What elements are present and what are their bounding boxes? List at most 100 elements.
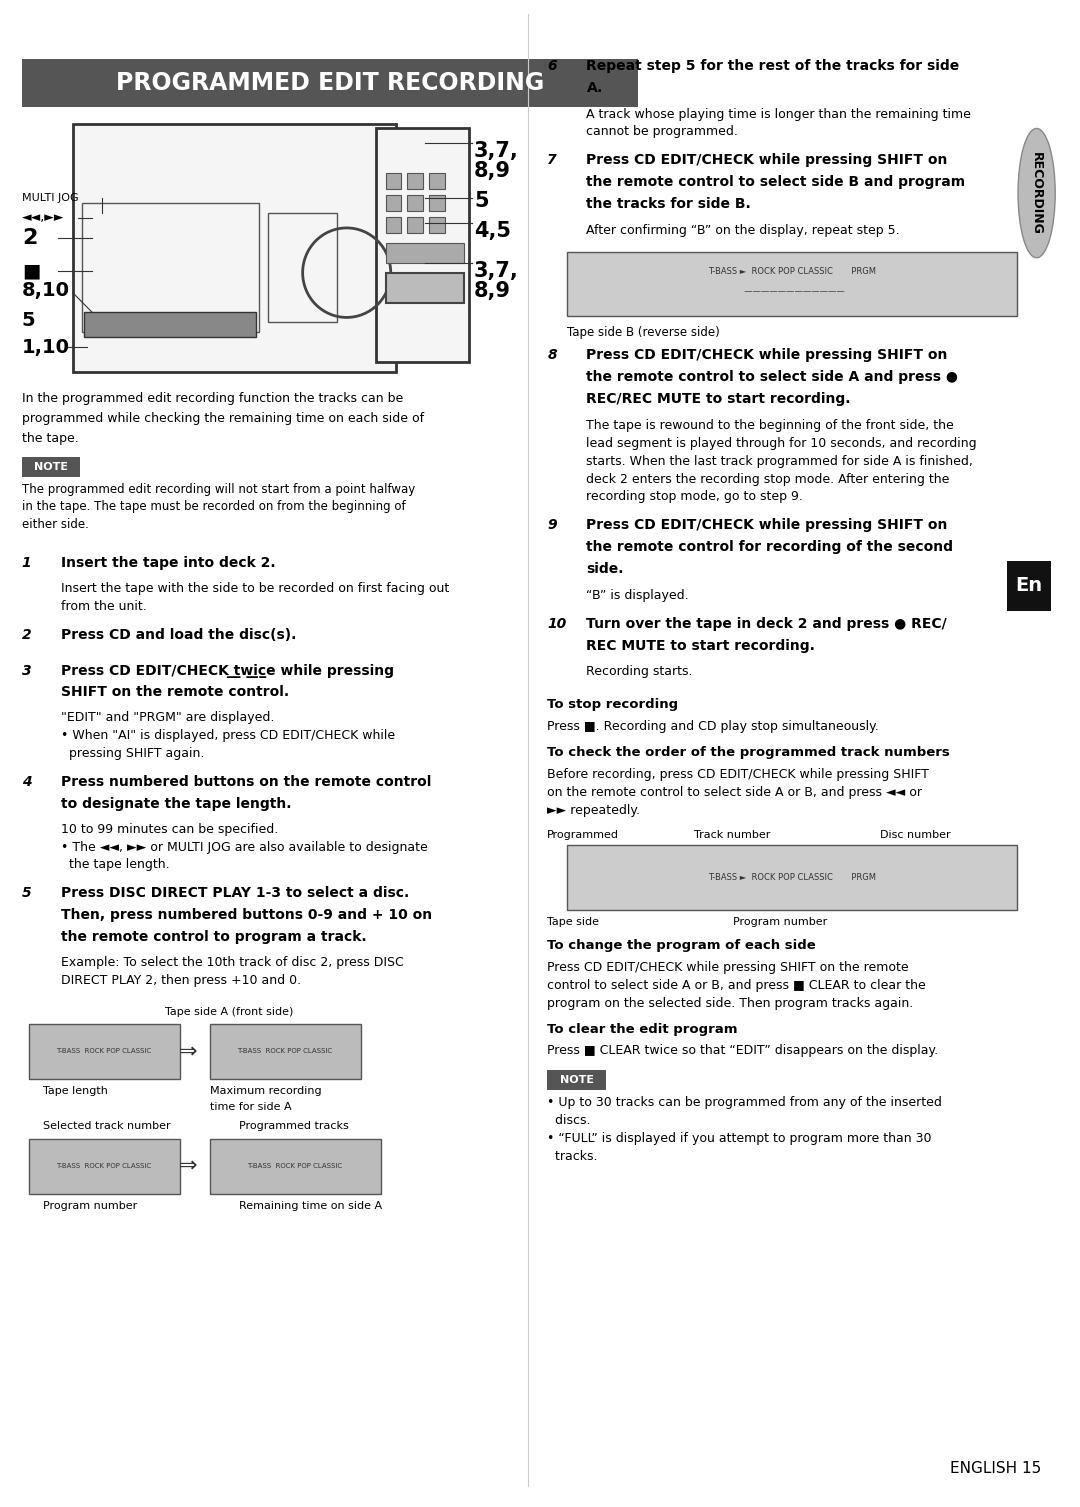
- Text: Tape side B (reverse side): Tape side B (reverse side): [567, 327, 719, 339]
- Text: 10 to 99 minutes can be specified.: 10 to 99 minutes can be specified.: [60, 823, 279, 835]
- Text: Program number: Program number: [43, 1201, 137, 1210]
- Bar: [386, 217, 402, 234]
- Text: ⇒: ⇒: [179, 1041, 198, 1061]
- Text: Example: To select the 10th track of disc 2, press DISC: Example: To select the 10th track of dis…: [60, 955, 404, 969]
- Text: in the tape. The tape must be recorded on from the beginning of: in the tape. The tape must be recorded o…: [22, 500, 405, 514]
- Text: on the remote control to select side A or B, and press ◄◄ or: on the remote control to select side A o…: [548, 785, 922, 799]
- Text: "EDIT" and "PRGM" are displayed.: "EDIT" and "PRGM" are displayed.: [60, 711, 274, 725]
- Text: to designate the tape length.: to designate the tape length.: [60, 797, 292, 811]
- Text: ◄◄,►►: ◄◄,►►: [22, 211, 65, 225]
- Text: Press CD EDIT/CHECK while pressing SHIFT on: Press CD EDIT/CHECK while pressing SHIFT…: [586, 154, 948, 167]
- Text: The programmed edit recording will not start from a point halfway: The programmed edit recording will not s…: [22, 482, 415, 496]
- Text: lead segment is played through for 10 seconds, and recording: lead segment is played through for 10 se…: [586, 437, 977, 449]
- Text: Programmed tracks: Programmed tracks: [239, 1121, 349, 1130]
- Text: Press CD EDIT/CHECK ̲t̲w̲i̲c̲e while pressing: Press CD EDIT/CHECK ̲t̲w̲i̲c̲e while pre…: [60, 663, 394, 678]
- Bar: [429, 217, 445, 234]
- Text: Insert the tape into deck 2.: Insert the tape into deck 2.: [60, 556, 275, 570]
- Text: deck 2 enters the recording stop mode. After entering the: deck 2 enters the recording stop mode. A…: [586, 473, 949, 485]
- Text: A.: A.: [586, 81, 603, 95]
- Text: 8: 8: [548, 348, 557, 362]
- Text: En: En: [1015, 577, 1042, 595]
- Bar: [210, 1139, 381, 1194]
- Text: 5: 5: [474, 191, 488, 211]
- Bar: [429, 194, 445, 211]
- Text: 3: 3: [22, 663, 31, 678]
- Bar: [407, 217, 423, 234]
- Text: Press CD EDIT/CHECK while pressing SHIFT on: Press CD EDIT/CHECK while pressing SHIFT…: [586, 518, 948, 532]
- Bar: [386, 173, 402, 190]
- Text: the remote control to program a track.: the remote control to program a track.: [60, 930, 366, 943]
- Text: Press CD and load the disc(s).: Press CD and load the disc(s).: [60, 628, 296, 642]
- Bar: [386, 243, 464, 262]
- Text: REC/REC MUTE to start recording.: REC/REC MUTE to start recording.: [586, 392, 851, 405]
- Text: Disc number: Disc number: [880, 829, 950, 839]
- Bar: [376, 128, 469, 362]
- Text: tracks.: tracks.: [548, 1150, 598, 1163]
- Text: 6: 6: [548, 59, 557, 72]
- Text: 8,9: 8,9: [474, 280, 511, 300]
- Text: NOTE: NOTE: [559, 1074, 594, 1085]
- Text: • The ◄◄, ►► or MULTI JOG are also available to designate: • The ◄◄, ►► or MULTI JOG are also avail…: [60, 841, 428, 853]
- Text: 4,5: 4,5: [474, 222, 511, 241]
- Text: 5: 5: [22, 886, 31, 900]
- Text: T-BASS  ROCK POP CLASSIC: T-BASS ROCK POP CLASSIC: [238, 1049, 333, 1055]
- Text: MULTI JOG: MULTI JOG: [22, 193, 79, 203]
- Text: either side.: either side.: [22, 518, 89, 532]
- Text: RECORDING: RECORDING: [1030, 152, 1043, 235]
- Text: • Up to 30 tracks can be programmed from any of the inserted: • Up to 30 tracks can be programmed from…: [548, 1096, 942, 1109]
- Bar: [1008, 561, 1051, 610]
- Text: T-BASS ►  ROCK POP CLASSIC       PRGM: T-BASS ► ROCK POP CLASSIC PRGM: [708, 873, 876, 882]
- Text: Then, press numbered buttons 0-9 and + 10 on: Then, press numbered buttons 0-9 and + 1…: [60, 909, 432, 922]
- Text: 1,10: 1,10: [22, 338, 70, 357]
- Text: 1: 1: [22, 556, 31, 570]
- Text: T-BASS ►  ROCK POP CLASSIC       PRGM: T-BASS ► ROCK POP CLASSIC PRGM: [708, 267, 876, 276]
- Bar: [548, 1070, 606, 1090]
- Text: programmed while checking the remaining time on each side of: programmed while checking the remaining …: [22, 411, 424, 425]
- Bar: [386, 194, 402, 211]
- Text: The tape is rewound to the beginning of the front side, the: The tape is rewound to the beginning of …: [586, 419, 955, 433]
- Bar: [22, 457, 81, 476]
- Bar: [269, 212, 337, 322]
- Text: Turn over the tape in deck 2 and press ● REC/: Turn over the tape in deck 2 and press ●…: [586, 616, 947, 631]
- Text: ENGLISH 15: ENGLISH 15: [950, 1460, 1041, 1475]
- Text: Tape side A (front side): Tape side A (front side): [165, 1007, 294, 1017]
- Text: 3,7,: 3,7,: [474, 142, 518, 161]
- Text: Press CD EDIT/CHECK while pressing SHIFT on: Press CD EDIT/CHECK while pressing SHIFT…: [586, 348, 948, 362]
- Text: Press DISC DIRECT PLAY 1-3 to select a disc.: Press DISC DIRECT PLAY 1-3 to select a d…: [60, 886, 409, 900]
- Text: Remaining time on side A: Remaining time on side A: [239, 1201, 382, 1210]
- Bar: [407, 194, 423, 211]
- Bar: [429, 173, 445, 190]
- Text: recording stop mode, go to step 9.: recording stop mode, go to step 9.: [586, 490, 804, 503]
- Text: Press ■. Recording and CD play stop simultaneously.: Press ■. Recording and CD play stop simu…: [548, 720, 879, 734]
- Text: NOTE: NOTE: [35, 461, 68, 472]
- Text: ————————————: ————————————: [739, 286, 845, 295]
- Text: T-BASS  ROCK POP CLASSIC: T-BASS ROCK POP CLASSIC: [56, 1049, 151, 1055]
- Text: REC MUTE to start recording.: REC MUTE to start recording.: [586, 639, 815, 653]
- Bar: [210, 1025, 362, 1079]
- Text: After confirming “B” on the display, repeat step 5.: After confirming “B” on the display, rep…: [586, 225, 900, 237]
- Text: control to select side A or B, and press ■ CLEAR to clear the: control to select side A or B, and press…: [548, 978, 926, 992]
- Bar: [567, 845, 1017, 910]
- Text: SHIFT on the remote control.: SHIFT on the remote control.: [60, 686, 289, 699]
- Text: 3,7,: 3,7,: [474, 261, 518, 280]
- Text: the remote control for recording of the second: the remote control for recording of the …: [586, 540, 954, 555]
- Text: • “FULL” is displayed if you attempt to program more than 30: • “FULL” is displayed if you attempt to …: [548, 1132, 932, 1145]
- Text: ■: ■: [22, 261, 40, 280]
- Bar: [567, 252, 1017, 316]
- Text: “B” is displayed.: “B” is displayed.: [586, 589, 689, 601]
- Text: Tape side: Tape side: [548, 918, 599, 927]
- Text: To check the order of the programmed track numbers: To check the order of the programmed tra…: [548, 746, 950, 760]
- Text: T-BASS  ROCK POP CLASSIC: T-BASS ROCK POP CLASSIC: [247, 1163, 342, 1169]
- Text: the tracks for side B.: the tracks for side B.: [586, 197, 752, 211]
- Text: Programmed: Programmed: [548, 829, 619, 839]
- Bar: [72, 124, 395, 372]
- Text: the remote control to select side B and program: the remote control to select side B and …: [586, 175, 966, 190]
- Text: 9: 9: [548, 518, 557, 532]
- Text: Tape length: Tape length: [43, 1087, 108, 1096]
- Text: Before recording, press CD EDIT/CHECK while pressing SHIFT: Before recording, press CD EDIT/CHECK wh…: [548, 769, 929, 781]
- Text: T-BASS  ROCK POP CLASSIC: T-BASS ROCK POP CLASSIC: [56, 1163, 151, 1169]
- Bar: [82, 203, 258, 333]
- Ellipse shape: [1018, 128, 1055, 258]
- Text: pressing SHIFT again.: pressing SHIFT again.: [60, 747, 204, 760]
- Text: the tape length.: the tape length.: [60, 859, 170, 871]
